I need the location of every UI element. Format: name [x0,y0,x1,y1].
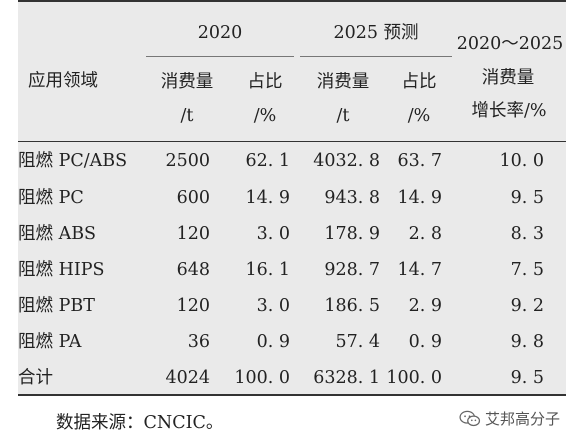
row-cons-2020: 120 [176,296,210,316]
group-2025-underline [300,56,452,57]
row-share-2025: 100. 0 [386,368,442,388]
row-cons-2025: 6328. 1 [313,368,380,388]
row-share-2020: 3. 0 [256,224,290,244]
row-growth: 8. 3 [510,224,544,244]
row-cons-2020: 2500 [165,151,210,171]
header-share-2020: 占比 [247,72,283,92]
table-row: 阻燃 ABS 120 3. 0 178. 9 2. 8 8. 3 [18,223,566,245]
header-cons-unit-2020: /t [180,106,194,126]
table-row: 阻燃 PC 600 14. 9 943. 8 14. 9 9. 5 [18,187,566,209]
row-share-2020: 14. 9 [245,188,290,208]
row-share-2025: 2. 8 [408,224,442,244]
row-share-2020: 100. 0 [234,368,290,388]
header-cons-unit-2025: /t [336,106,350,126]
row-cons-2020: 120 [176,224,210,244]
row-cons-2020: 36 [187,332,210,352]
header-group-2020: 2020 [197,23,243,43]
header-share-unit-2020: /% [253,106,277,126]
row-share-2025: 0. 9 [408,332,442,352]
header-share-2025: 占比 [401,72,437,92]
row-growth: 9. 5 [510,368,544,388]
row-growth: 9. 5 [510,188,544,208]
header-rule [18,141,566,142]
row-domain: 阻燃 HIPS [18,260,105,280]
header-group-2025: 2025 预测 [333,23,419,43]
header-cons-2025: 消费量 [316,72,370,92]
table-row-total: 合计 4024 100. 0 6328. 1 100. 0 9. 5 [18,367,566,389]
header-growth-line1: 消费量 [481,68,535,88]
row-domain: 阻燃 PC/ABS [18,151,128,171]
row-share-2025: 14. 7 [397,260,442,280]
row-cons-2025: 178. 9 [324,224,380,244]
consumption-table: 应用领域 2020 2025 预测 2020～2025 消费量 /t 占比 /%… [18,0,566,396]
row-cons-2020: 600 [176,188,210,208]
table-row: 阻燃 PA 36 0. 9 57. 4 0. 9 9. 8 [18,331,566,353]
row-domain: 阻燃 PBT [18,296,95,316]
row-share-2025: 2. 9 [408,296,442,316]
table-row: 阻燃 PBT 120 3. 0 186. 5 2. 9 9. 2 [18,295,566,317]
row-cons-2025: 4032. 8 [313,151,380,171]
row-share-2020: 3. 0 [256,296,290,316]
wechat-icon [459,410,481,426]
row-share-2020: 62. 1 [245,151,290,171]
watermark: 艾邦高分子 [459,408,560,429]
header-cons-2020: 消费量 [160,72,214,92]
data-source-note: 数据来源：CNCIC。 [56,413,224,433]
watermark-text: 艾邦高分子 [484,410,560,428]
header-share-unit-2025: /% [407,106,431,126]
row-cons-2025: 943. 8 [324,188,380,208]
row-growth: 7. 5 [510,260,544,280]
header-domain: 应用领域 [28,71,98,91]
row-cons-2020: 648 [176,260,210,280]
table-row: 阻燃 PC/ABS 2500 62. 1 4032. 8 63. 7 10. 0 [18,150,566,172]
row-cons-2025: 186. 5 [324,296,380,316]
row-cons-2025: 57. 4 [335,332,380,352]
row-domain: 阻燃 ABS [18,224,97,244]
row-cons-2020: 4024 [165,368,210,388]
bottom-rule [18,394,566,396]
table-row: 阻燃 HIPS 648 16. 1 928. 7 14. 7 7. 5 [18,259,566,281]
header-growth-line2: 增长率/% [471,101,547,121]
row-share-2020: 16. 1 [245,260,290,280]
row-cons-2025: 928. 7 [324,260,380,280]
top-rule [18,0,566,2]
row-share-2025: 63. 7 [397,151,442,171]
row-share-2020: 0. 9 [256,332,290,352]
row-domain: 合计 [18,368,53,388]
row-domain: 阻燃 PA [18,332,82,352]
row-domain: 阻燃 PC [18,188,84,208]
row-growth: 9. 2 [510,296,544,316]
row-growth: 9. 8 [510,332,544,352]
row-share-2025: 14. 9 [397,188,442,208]
group-2020-underline [146,56,294,57]
row-growth: 10. 0 [499,151,544,171]
header-group-growth: 2020～2025 [456,34,564,54]
